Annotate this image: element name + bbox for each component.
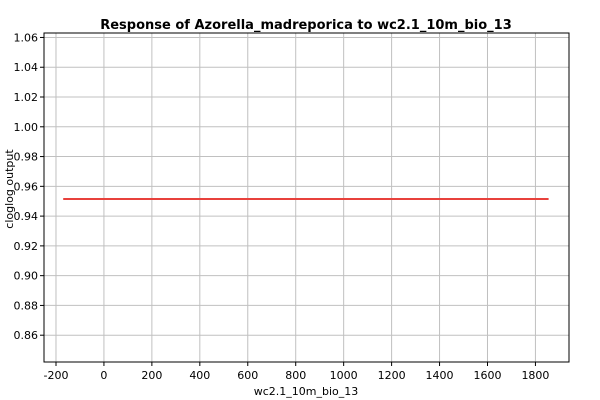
x-tick-label: 600	[237, 369, 258, 382]
y-tick-label: 1.02	[14, 91, 39, 104]
plot-frame	[43, 32, 570, 363]
y-tick-label: 1.06	[14, 31, 39, 44]
grid	[44, 33, 569, 362]
x-tick-label: 400	[189, 369, 210, 382]
x-tick-label: 1800	[521, 369, 549, 382]
x-tick-label: 1200	[378, 369, 406, 382]
x-tick-label: 0	[100, 369, 107, 382]
x-tick-label: -200	[44, 369, 69, 382]
y-tick-label: 0.86	[14, 329, 39, 342]
y-tick-label: 0.94	[14, 210, 39, 223]
x-tick-label: 1000	[330, 369, 358, 382]
y-tick-label: 0.96	[14, 180, 39, 193]
x-tick-label: 200	[141, 369, 162, 382]
y-tick-label: 1.04	[14, 61, 39, 74]
y-tick-label: 0.92	[14, 240, 39, 253]
x-axis-label: wc2.1_10m_bio_13	[254, 385, 359, 398]
x-tick-label: 1600	[473, 369, 501, 382]
y-tick-label: 0.98	[14, 151, 39, 164]
x-tick-label: 1400	[426, 369, 454, 382]
y-tick-label: 1.00	[14, 121, 39, 134]
x-tick-label: 800	[285, 369, 306, 382]
chart-title: Response of Azorella_madreporica to wc2.…	[100, 18, 512, 33]
axis-ticks: -200 0 200 400 600 800 1000 1200 1400 1600 1800 0.8…	[14, 31, 550, 382]
y-axis-label: cloglog output	[3, 149, 16, 229]
y-tick-label: 0.88	[14, 299, 39, 312]
y-tick-label: 0.90	[14, 270, 39, 283]
